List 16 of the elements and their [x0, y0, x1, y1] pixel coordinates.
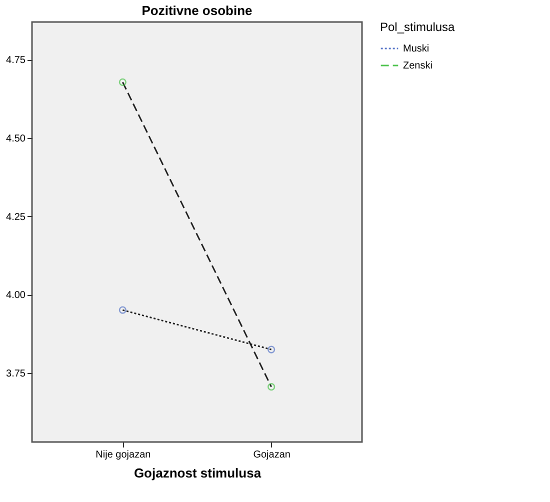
y-tick-label: 4.00 — [6, 290, 26, 302]
y-tick-label: 4.50 — [6, 133, 26, 144]
legend-label: Zenski — [403, 60, 432, 72]
x-tick-label: Gojazan — [253, 450, 290, 460]
x-axis-title: Gojaznost stimulusa — [134, 466, 262, 480]
x-tick-label: Nije gojazan — [96, 450, 151, 460]
legend-title: Pol_stimulusa — [380, 20, 456, 34]
y-tick-label: 4.75 — [6, 55, 26, 66]
point — [118, 78, 126, 86]
point — [268, 383, 276, 391]
point — [118, 306, 126, 314]
y-tick-label: 3.75 — [6, 368, 26, 380]
point — [268, 346, 276, 354]
y-tick-label: 4.25 — [6, 212, 26, 223]
legend-label: Muski — [403, 44, 430, 54]
chart-title: Pozitivne osobine — [142, 3, 252, 18]
